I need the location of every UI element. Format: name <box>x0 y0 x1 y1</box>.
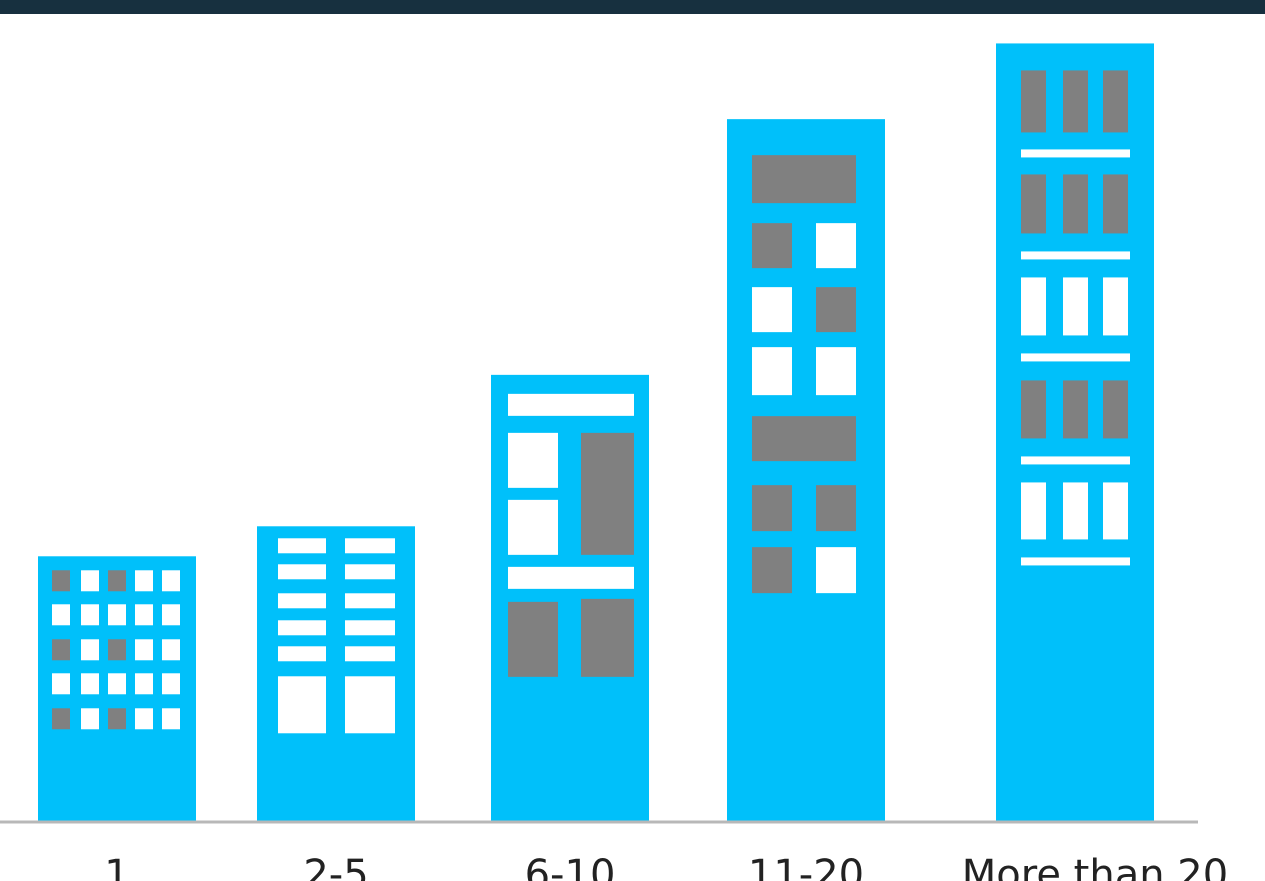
window-1-17 <box>81 673 99 695</box>
window-4-5 <box>816 287 856 333</box>
building-icon-skyscraper <box>996 43 1154 822</box>
window-1-13 <box>108 639 126 661</box>
window-5-10 <box>1021 380 1046 439</box>
window-4-8 <box>752 416 856 462</box>
window-1-3 <box>108 570 126 592</box>
top-header-bar <box>0 0 1265 14</box>
window-5-15 <box>1103 482 1128 540</box>
window-1-1 <box>52 570 70 592</box>
building-icon-high-rise <box>727 119 885 822</box>
window-5-4 <box>1021 174 1046 234</box>
window-3-5 <box>508 566 634 589</box>
window-4-12 <box>816 547 856 594</box>
window-3-3 <box>581 432 634 555</box>
window-2-10 <box>345 646 395 662</box>
building-icon-mid-rise <box>491 374 649 822</box>
window-2-8 <box>345 620 395 636</box>
x-tick-label: More than 20 <box>962 852 1228 881</box>
window-5-17 <box>1021 251 1130 260</box>
building-icon-low-rise <box>257 526 415 822</box>
window-1-18 <box>108 673 126 695</box>
window-1-22 <box>81 708 99 730</box>
window-5-18 <box>1021 353 1130 362</box>
window-1-9 <box>135 604 153 626</box>
x-tick-label: 6-10 <box>525 852 616 881</box>
window-2-2 <box>345 538 395 554</box>
window-5-3 <box>1103 70 1128 133</box>
window-4-4 <box>752 287 792 333</box>
window-4-2 <box>752 223 792 269</box>
window-3-7 <box>581 598 634 677</box>
window-1-23 <box>108 708 126 730</box>
window-5-1 <box>1021 70 1046 133</box>
window-1-12 <box>81 639 99 661</box>
window-4-7 <box>816 347 856 396</box>
x-tick-labels: 1 2-5 6-10 11-20 More than 20 <box>104 852 1228 881</box>
window-4-1 <box>752 155 856 204</box>
window-2-3 <box>278 564 326 580</box>
window-3-4 <box>508 499 558 555</box>
window-2-9 <box>278 646 326 662</box>
window-1-7 <box>81 604 99 626</box>
window-5-16 <box>1021 149 1130 158</box>
window-1-20 <box>162 673 180 695</box>
window-5-9 <box>1103 277 1128 336</box>
x-tick-label: 2-5 <box>303 852 368 881</box>
x-tick-label: 1 <box>104 852 129 881</box>
window-5-2 <box>1063 70 1088 133</box>
window-2-5 <box>278 593 326 609</box>
window-1-8 <box>108 604 126 626</box>
window-1-16 <box>52 673 70 695</box>
window-4-9 <box>752 485 792 532</box>
window-5-8 <box>1063 277 1088 336</box>
window-4-6 <box>752 347 792 396</box>
window-4-11 <box>752 547 792 594</box>
window-1-14 <box>135 639 153 661</box>
window-3-1 <box>508 393 634 416</box>
window-3-2 <box>508 432 558 488</box>
window-1-4 <box>135 570 153 592</box>
building-icon-small <box>38 556 196 822</box>
window-1-5 <box>162 570 180 592</box>
window-1-6 <box>52 604 70 626</box>
window-5-19 <box>1021 456 1130 465</box>
window-5-5 <box>1063 174 1088 234</box>
x-tick-label: 11-20 <box>748 852 864 881</box>
window-5-7 <box>1021 277 1046 336</box>
window-2-1 <box>278 538 326 554</box>
window-4-3 <box>816 223 856 269</box>
window-5-11 <box>1063 380 1088 439</box>
window-1-11 <box>52 639 70 661</box>
window-1-24 <box>135 708 153 730</box>
window-4-10 <box>816 485 856 532</box>
window-1-19 <box>135 673 153 695</box>
window-2-12 <box>345 676 395 734</box>
window-1-21 <box>52 708 70 730</box>
bar-4 <box>727 119 885 822</box>
window-1-25 <box>162 708 180 730</box>
window-2-7 <box>278 620 326 636</box>
window-5-13 <box>1021 482 1046 540</box>
window-5-20 <box>1021 557 1130 566</box>
window-2-6 <box>345 593 395 609</box>
window-3-6 <box>508 601 558 677</box>
bars-group <box>38 43 1154 822</box>
window-1-10 <box>162 604 180 626</box>
window-5-12 <box>1103 380 1128 439</box>
window-5-14 <box>1063 482 1088 540</box>
window-1-15 <box>162 639 180 661</box>
window-1-2 <box>81 570 99 592</box>
window-5-6 <box>1103 174 1128 234</box>
window-2-4 <box>345 564 395 580</box>
window-2-11 <box>278 676 326 734</box>
